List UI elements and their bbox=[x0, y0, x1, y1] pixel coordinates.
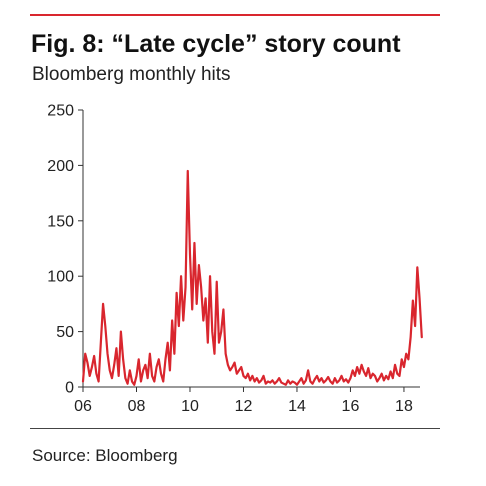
figure-subtitle: Bloomberg monthly hits bbox=[32, 64, 231, 85]
bottom-rule bbox=[30, 428, 440, 429]
series-line bbox=[81, 169, 423, 386]
plot-area bbox=[81, 169, 423, 386]
x-tick-label: 16 bbox=[342, 398, 360, 415]
x-tick-label: 10 bbox=[181, 398, 199, 415]
x-tick-label: 14 bbox=[288, 398, 306, 415]
y-axis: 0 50 100 150 200 250 bbox=[47, 103, 84, 397]
x-tick-label: 08 bbox=[128, 398, 146, 415]
figure-title: Fig. 8: “Late cycle” story count bbox=[31, 30, 401, 58]
top-rule bbox=[30, 14, 440, 16]
x-tick-label: 06 bbox=[74, 398, 92, 415]
x-tick-label: 12 bbox=[235, 398, 253, 415]
y-tick-label: 0 bbox=[65, 380, 74, 397]
y-tick-label: 50 bbox=[56, 324, 74, 341]
x-axis: 06 08 10 12 14 16 18 bbox=[74, 386, 420, 415]
x-tick-label: 18 bbox=[395, 398, 413, 415]
y-tick-label: 100 bbox=[47, 269, 74, 286]
y-tick-label: 250 bbox=[47, 103, 74, 120]
y-tick-label: 200 bbox=[47, 158, 74, 175]
y-tick-label: 150 bbox=[47, 213, 74, 230]
source-note: Source: Bloomberg bbox=[32, 446, 178, 465]
